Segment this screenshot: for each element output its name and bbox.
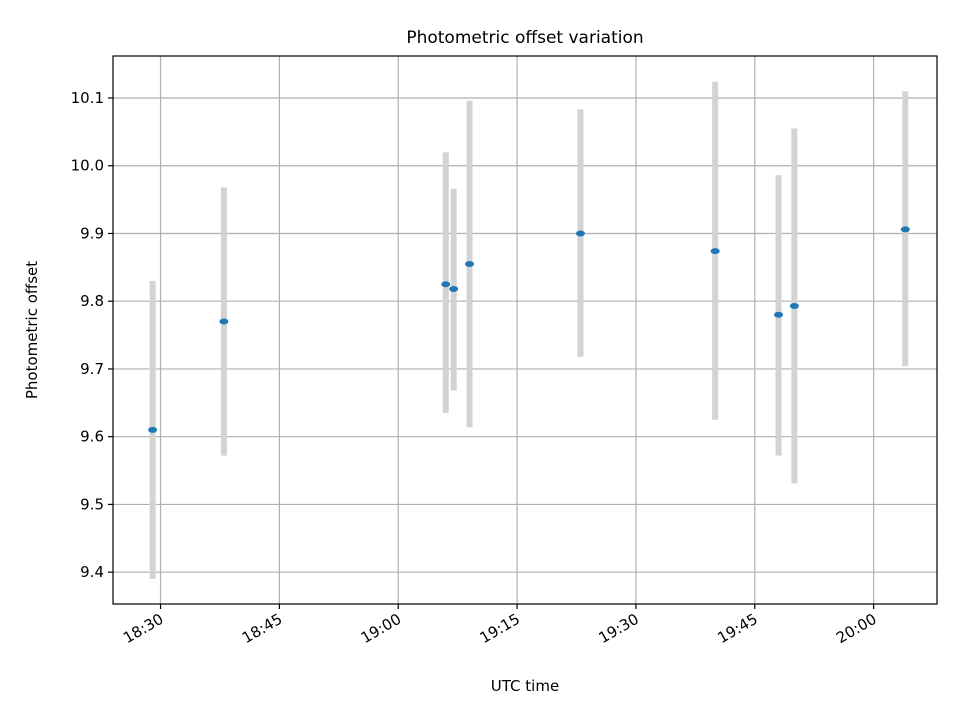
x-tick-label: 19:30 — [595, 610, 641, 647]
y-tick-label: 9.7 — [80, 360, 104, 378]
data-point — [900, 226, 910, 233]
data-point — [575, 230, 585, 237]
x-tick-label: 18:30 — [120, 610, 166, 647]
x-axis-ticks: 18:30 18:45 19:00 19:15 19:30 19:45 20:00 — [120, 604, 880, 647]
grid-layer — [113, 56, 937, 604]
y-tick-label: 9.8 — [80, 292, 104, 310]
x-tick-label: 19:00 — [358, 610, 404, 647]
data-point — [774, 311, 784, 318]
y-tick-label: 10.1 — [71, 89, 104, 107]
data-point — [148, 426, 158, 433]
data-point — [219, 318, 229, 325]
x-axis-label: UTC time — [491, 677, 559, 695]
data-point — [710, 248, 720, 255]
x-tick-label: 19:45 — [714, 610, 760, 647]
y-tick-label: 9.9 — [80, 224, 104, 242]
x-tick-label: 19:15 — [477, 610, 523, 647]
y-tick-label: 10.0 — [71, 157, 104, 175]
y-tick-label: 9.6 — [80, 428, 104, 446]
data-point — [449, 286, 459, 293]
y-tick-label: 9.4 — [80, 563, 104, 581]
chart-title: Photometric offset variation — [406, 28, 643, 48]
x-tick-label: 20:00 — [833, 610, 879, 647]
data-point — [465, 260, 475, 267]
data-point — [789, 302, 799, 309]
data-point — [441, 281, 451, 288]
x-tick-label: 18:45 — [239, 610, 285, 647]
y-axis-label: Photometric offset — [23, 261, 41, 399]
plot-frame — [112, 55, 938, 605]
point-layer — [148, 226, 910, 433]
y-axis-ticks: 9.4 9.5 9.6 9.7 9.8 9.9 10.0 10.1 — [71, 89, 113, 581]
y-tick-label: 9.5 — [80, 495, 104, 513]
